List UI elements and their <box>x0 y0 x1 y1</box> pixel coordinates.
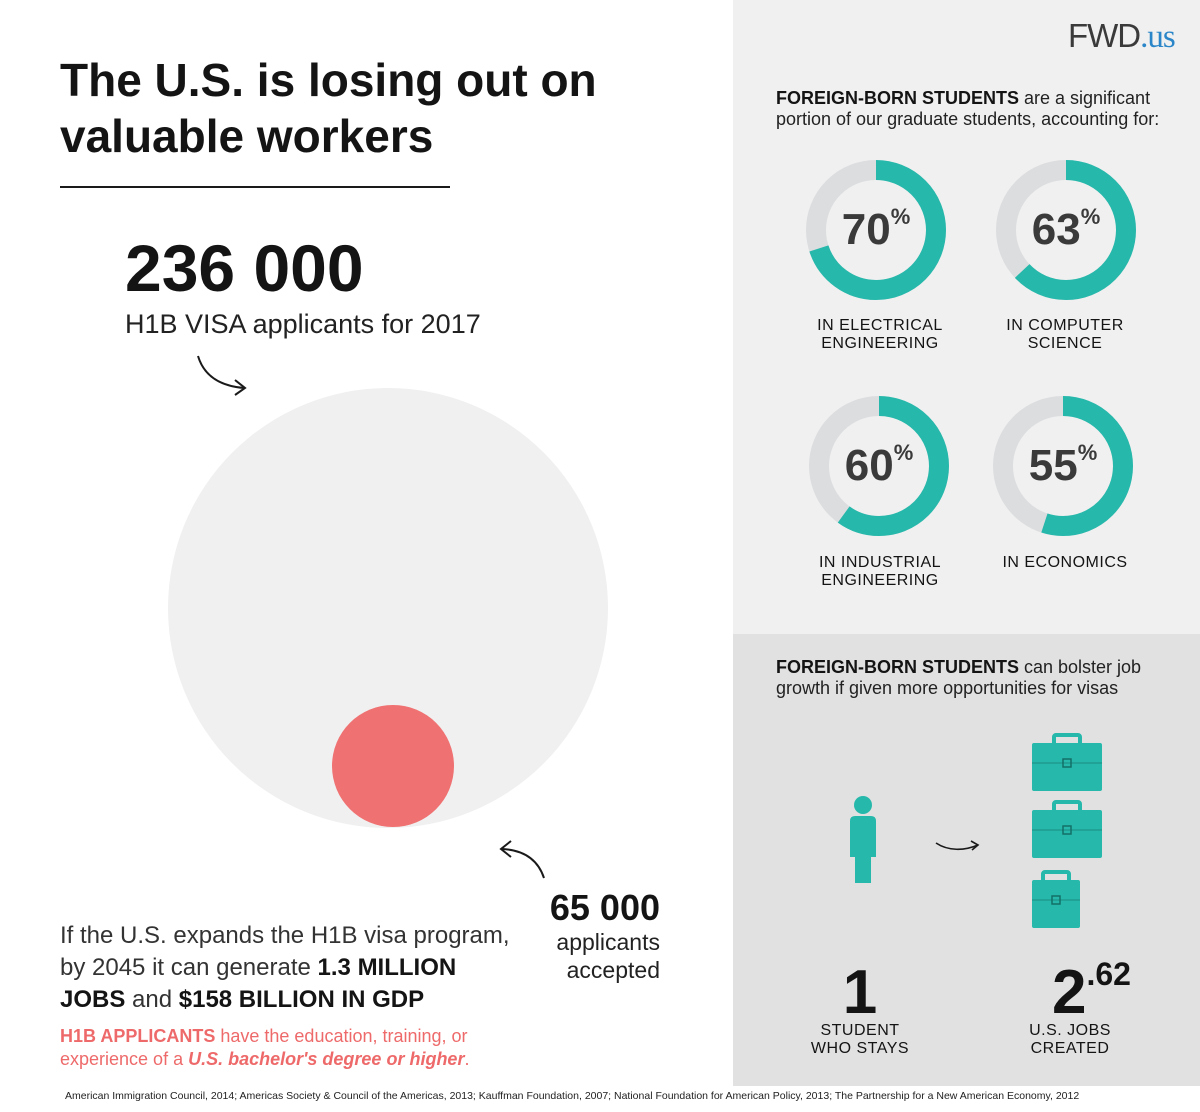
applicants-caption: H1B VISA applicants for 2017 <box>125 309 481 339</box>
expansion-conjunction: and <box>125 986 179 1013</box>
students-panel <box>733 0 1200 634</box>
donut-label: IN ECONOMICS <box>1002 554 1128 571</box>
jobs-fraction: .62 <box>1086 956 1131 992</box>
briefcase-icon <box>1032 800 1102 858</box>
donut-value: 55% <box>993 441 1133 491</box>
donut-arc <box>809 396 949 536</box>
percent-sign: % <box>893 440 914 465</box>
fwd-us-logo: FWD.us <box>1068 16 1176 57</box>
expansion-text: If the U.S. expands the H1B visa program… <box>60 922 510 981</box>
jobs-label: U.S. JOBS CREATED <box>1029 1022 1111 1057</box>
percent-sign: % <box>1077 440 1098 465</box>
h1b-end: . <box>464 1049 470 1069</box>
applicants-number: 236 000 <box>125 231 364 305</box>
person-icon <box>850 796 876 883</box>
donut-number: 70 <box>841 205 891 254</box>
curved-arrow-icon <box>935 840 980 851</box>
donut-number: 60 <box>844 441 894 490</box>
donut-economics <box>993 396 1133 536</box>
donut-arc <box>806 160 946 300</box>
student-label: STUDENT WHO STAYS <box>810 1022 910 1057</box>
donut-chart <box>806 160 946 300</box>
accepted-caption: applicants accepted <box>556 929 660 983</box>
donut-chart <box>993 396 1133 536</box>
degree-highlight: U.S. bachelor's degree or higher <box>188 1049 465 1069</box>
donut-value: 70% <box>806 205 946 255</box>
gdp-highlight: $158 BILLION IN GDP <box>178 986 425 1013</box>
donut-chart <box>996 160 1136 300</box>
donut-electrical-engineering <box>806 160 946 300</box>
students-intro-rest: are a significant portion of our graduat… <box>776 88 1160 129</box>
donut-arc <box>993 396 1133 536</box>
jobs-count: 2.62 <box>1000 958 1180 1028</box>
donut-number: 55 <box>1028 441 1078 490</box>
student-count: 1 <box>842 958 878 1027</box>
donut-label: IN ELECTRICAL ENGINEERING <box>817 317 943 352</box>
jobs-panel <box>733 634 1200 1086</box>
h1b-lead: H1B APPLICANTS <box>60 1026 216 1046</box>
donut-number: 63 <box>1031 205 1081 254</box>
donut-label: IN INDUSTRIAL ENGINEERING <box>818 554 942 589</box>
jobs-intro: FOREIGN-BORN STUDENTS can bolster job gr… <box>776 657 1176 699</box>
donut-computer-science <box>996 160 1136 300</box>
donut-industrial-engineering <box>809 396 949 536</box>
logo-tld: .us <box>1140 19 1176 55</box>
students-intro: FOREIGN-BORN STUDENTS are a significant … <box>776 88 1176 130</box>
h1b-text: have the education, training, or experie… <box>60 1026 468 1069</box>
jobs-intro-bold: FOREIGN-BORN STUDENTS <box>776 657 1019 677</box>
donut-value: 63% <box>996 205 1136 255</box>
briefcase-icon <box>1032 870 1080 928</box>
h1b-statement: H1B APPLICANTS have the education, train… <box>60 1025 500 1071</box>
students-intro-bold: FOREIGN-BORN STUDENTS <box>776 88 1019 108</box>
jobs-intro-rest: can bolster job growth if given more opp… <box>776 657 1142 698</box>
curved-arrow-icon <box>197 355 247 396</box>
percent-sign: % <box>890 204 911 229</box>
jobs-whole: 2 <box>1052 958 1087 1027</box>
jobs-highlight: 1.3 MILLION JOBS <box>60 954 457 1013</box>
title-divider <box>60 186 450 188</box>
logo-name: FWD <box>1068 17 1141 54</box>
donut-chart <box>809 396 949 536</box>
sources-footnote: American Immigration Council, 2014; Amer… <box>65 1090 1080 1102</box>
page-title: The U.S. is losing out on valuable worke… <box>60 54 597 162</box>
accepted-number: 65 000 <box>549 887 660 928</box>
percent-sign: % <box>1080 204 1101 229</box>
donut-value: 60% <box>809 441 949 491</box>
accepted-circle <box>332 705 454 827</box>
briefcase-icon <box>1032 733 1102 791</box>
curved-arrow-icon <box>499 840 545 879</box>
donut-arc <box>996 160 1136 300</box>
expansion-statement: If the U.S. expands the H1B visa program… <box>60 920 510 1016</box>
donut-label: IN COMPUTER SCIENCE <box>1006 317 1124 352</box>
